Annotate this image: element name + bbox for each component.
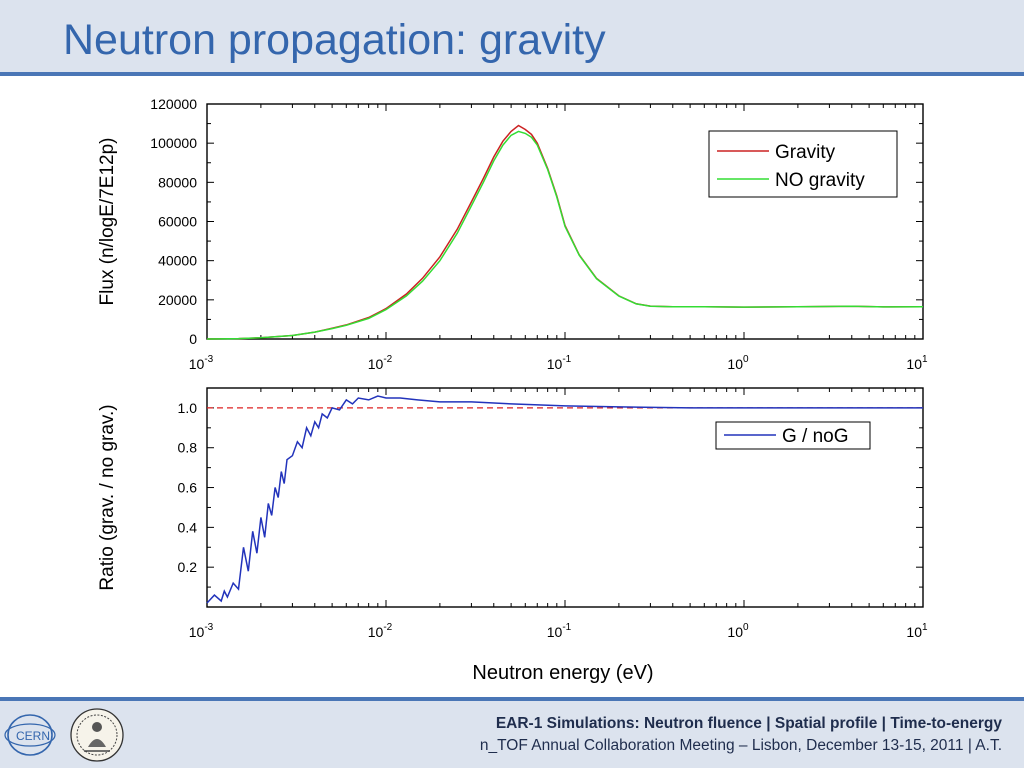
x-tick-exponent: 1: [922, 354, 928, 365]
chart-1: 10-3 10-2 10-1 100 1010200004000060000800001…: [97, 96, 928, 372]
y-tick-label: 60000: [158, 214, 197, 230]
series-line-1: [206, 395, 923, 604]
y-tick-label: 0.2: [178, 559, 198, 575]
y-tick-label: 120000: [150, 96, 197, 112]
legend-label: G / noG: [782, 426, 849, 447]
cern-logo: CERN: [4, 714, 56, 756]
legend-label: Gravity: [775, 142, 836, 163]
footer-band: EAR-1 Simulations: Neutron fluence | Spa…: [0, 701, 1024, 768]
x-tick-exponent: 0: [743, 622, 749, 633]
x-tick-label: 10-2: [368, 622, 393, 640]
x-tick-exponent: 0: [743, 354, 749, 365]
series-line-2: [206, 130, 924, 340]
y-axis-title: Ratio (grav. / no grav.): [97, 404, 118, 590]
y-tick-label: 0.8: [178, 440, 198, 456]
x-tick-base: 10: [189, 624, 205, 640]
x-tick-label: 100: [727, 354, 749, 372]
x-tick-label: 10-1: [547, 354, 572, 372]
x-tick-exponent: -1: [562, 354, 571, 365]
footer-rule: [0, 697, 1024, 701]
x-tick-base: 10: [368, 624, 384, 640]
archimedes-seal-logo: [70, 708, 124, 762]
x-tick-exponent: -3: [204, 622, 213, 633]
y-tick-label: 100000: [150, 135, 197, 151]
y-axis-title: Flux (n/logE/7E12p): [97, 138, 118, 306]
x-tick-exponent: -1: [562, 622, 571, 633]
title-band: [0, 0, 1024, 72]
x-tick-exponent: -2: [383, 354, 392, 365]
footer-line-1: EAR-1 Simulations: Neutron fluence | Spa…: [495, 715, 1002, 732]
x-axis-title: Neutron energy (eV): [472, 662, 653, 684]
x-tick-exponent: -2: [383, 622, 392, 633]
y-tick-label: 0.4: [178, 519, 198, 535]
y-tick-label: 20000: [158, 292, 197, 308]
x-tick-exponent: -3: [204, 354, 213, 365]
legend-label: NO gravity: [775, 170, 865, 191]
y-tick-label: 1.0: [178, 400, 198, 416]
x-tick-base: 10: [727, 624, 743, 640]
title-rule: [0, 72, 1024, 76]
y-tick-label: 0: [189, 331, 197, 347]
x-tick-base: 10: [189, 356, 205, 372]
x-tick-base: 10: [906, 624, 922, 640]
y-tick-label: 80000: [158, 174, 197, 190]
x-tick-label: 10-1: [547, 622, 572, 640]
x-tick-exponent: 1: [922, 622, 928, 633]
x-tick-base: 10: [727, 356, 743, 372]
x-tick-label: 101: [906, 622, 928, 640]
svg-text:CERN: CERN: [16, 729, 50, 743]
x-tick-base: 10: [906, 356, 922, 372]
x-tick-base: 10: [547, 356, 563, 372]
legend-box: [708, 130, 898, 198]
x-tick-base: 10: [368, 356, 384, 372]
charts-canvas: 10-3 10-2 10-1 100 1010200004000060000800001…: [97, 96, 928, 684]
x-tick-label: 101: [906, 354, 928, 372]
y-tick-label: 0.6: [178, 480, 198, 496]
x-tick-label: 100: [727, 622, 749, 640]
x-tick-base: 10: [547, 624, 563, 640]
y-tick-label: 40000: [158, 253, 197, 269]
x-tick-label: 10-3: [189, 354, 214, 372]
x-tick-label: 10-2: [368, 354, 393, 372]
x-tick-label: 10-3: [189, 622, 214, 640]
slide-title: Neutron propagation: gravity: [63, 16, 606, 64]
footer-line-2: n_TOF Annual Collaboration Meeting – Lis…: [479, 737, 1002, 754]
